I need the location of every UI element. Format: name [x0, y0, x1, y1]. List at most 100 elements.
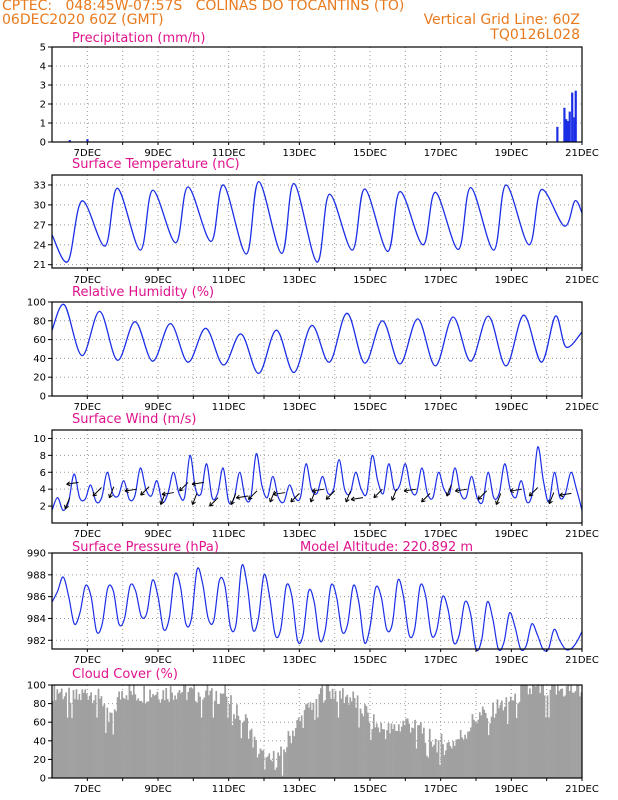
x-tick-label: 7DEC — [74, 148, 101, 159]
cloud-bar — [483, 709, 486, 778]
wind-arrow-head — [273, 491, 277, 495]
cloud-bar — [384, 739, 387, 778]
wind-arrow-head — [548, 499, 550, 504]
cloud-bar — [370, 740, 372, 778]
wind-arrow-head — [66, 481, 71, 485]
x-tick-label: 7DEC — [74, 275, 101, 286]
cloud-bar — [231, 725, 234, 778]
cloud-bar — [305, 704, 307, 778]
cloud-bar — [215, 690, 218, 778]
cloud-bar — [81, 689, 84, 778]
x-tick-label: 17DEC — [424, 275, 458, 286]
wind-arrow-head — [191, 500, 193, 505]
cloud-bar — [395, 730, 397, 778]
cloud-bar — [110, 712, 113, 778]
x-tick-label: 15DEC — [353, 529, 387, 540]
cloud-bar — [141, 702, 144, 778]
cloud-bar — [135, 700, 138, 778]
cloud-bar — [233, 714, 235, 778]
x-tick-label: 11DEC — [212, 655, 246, 666]
cloud-bar — [561, 688, 564, 778]
cloud-bar — [281, 775, 284, 778]
cloud-bar — [199, 696, 201, 778]
cloud-bar — [545, 717, 547, 778]
cloud-bar — [174, 695, 176, 778]
cloud-bar — [417, 725, 419, 778]
wind-arrow-shaft — [310, 490, 316, 503]
cloud-bar — [495, 713, 497, 778]
cloud-bar — [72, 690, 75, 778]
cloud-bar — [467, 731, 469, 778]
cloud-bar — [205, 690, 207, 778]
cloud-bar — [63, 696, 66, 778]
cloud-bar — [82, 692, 85, 778]
wind-arrow-head — [159, 500, 162, 505]
wind-arrow-shaft — [108, 486, 115, 498]
x-tick-label: 15DEC — [353, 402, 387, 413]
cloud-bar — [340, 698, 343, 778]
cloud-bar — [455, 739, 458, 778]
wind-arrow-shaft — [455, 488, 468, 492]
cloud-bar — [84, 689, 87, 778]
x-tick-label: 21DEC — [565, 402, 599, 413]
wind-arrow-shaft — [325, 490, 336, 500]
wind-arrow-head — [192, 501, 196, 505]
cloud-bar — [342, 688, 344, 778]
cloud-bar — [331, 688, 334, 778]
wind-arrow-head — [109, 494, 113, 499]
x-tick-label: 19DEC — [494, 529, 528, 540]
cloud-bar — [409, 732, 412, 778]
header-date: 06DEC2020 60Z (GMT) — [2, 12, 164, 28]
cloud-bar — [573, 692, 575, 778]
cloud-bar — [146, 701, 148, 778]
cloud-bar — [244, 714, 247, 778]
cloud-bar — [465, 738, 468, 778]
wind-arrow-head — [446, 493, 451, 497]
wind-arrow-head — [373, 493, 376, 498]
cloud-bar — [542, 685, 544, 778]
cloud-bar — [222, 693, 225, 778]
cloud-bar — [415, 748, 418, 778]
cloud-bar — [156, 691, 159, 778]
cloud-bar — [109, 712, 112, 778]
cloud-bar — [408, 723, 410, 778]
cloud-bar — [165, 687, 168, 778]
cloud-bar — [334, 690, 337, 778]
wind-arrow-head — [373, 496, 378, 499]
precip-bar — [568, 111, 571, 142]
cloud-bar — [478, 712, 481, 778]
wind-line — [51, 446, 583, 511]
cloud-bar — [168, 701, 171, 778]
y-tick-label: 24 — [33, 240, 46, 251]
header-line-1: CPTEC: 048:45W-07:57S COLINAS DO TOCANTI… — [2, 0, 405, 14]
cloud-bar — [551, 685, 553, 778]
cloud-bar — [241, 722, 244, 778]
cloud-bar — [79, 700, 82, 778]
panel-title: Surface Pressure (hPa) — [72, 540, 219, 555]
cloud-bar — [183, 685, 185, 778]
cloud-bar — [411, 727, 413, 778]
cloud-bar — [283, 749, 285, 778]
cloud-bar — [140, 700, 143, 778]
cloud-bar — [431, 746, 434, 778]
wind-arrow-head — [92, 494, 97, 497]
cloud-bar — [153, 695, 156, 778]
wind-arrow-shaft — [391, 488, 397, 501]
cloud-bar — [420, 722, 422, 778]
cloud-bar — [567, 685, 569, 778]
cloud-bar — [492, 702, 494, 778]
wind-arrow-shaft — [230, 493, 237, 505]
x-tick-label: 17DEC — [424, 402, 458, 413]
cloud-bar — [240, 738, 243, 778]
cloud-bar — [78, 693, 81, 778]
panel-title: Surface Wind (m/s) — [72, 412, 196, 427]
cloud-bar — [499, 704, 502, 778]
cloud-bar — [318, 694, 321, 778]
wind-arrow-shaft — [421, 493, 431, 503]
cloud-bar — [367, 712, 369, 778]
y-tick-label: 988 — [27, 570, 46, 581]
cloud-bar — [506, 724, 509, 778]
wind-arrow-head — [269, 499, 274, 503]
cloud-bar — [580, 692, 583, 778]
wind-arrow-shaft — [373, 488, 383, 499]
